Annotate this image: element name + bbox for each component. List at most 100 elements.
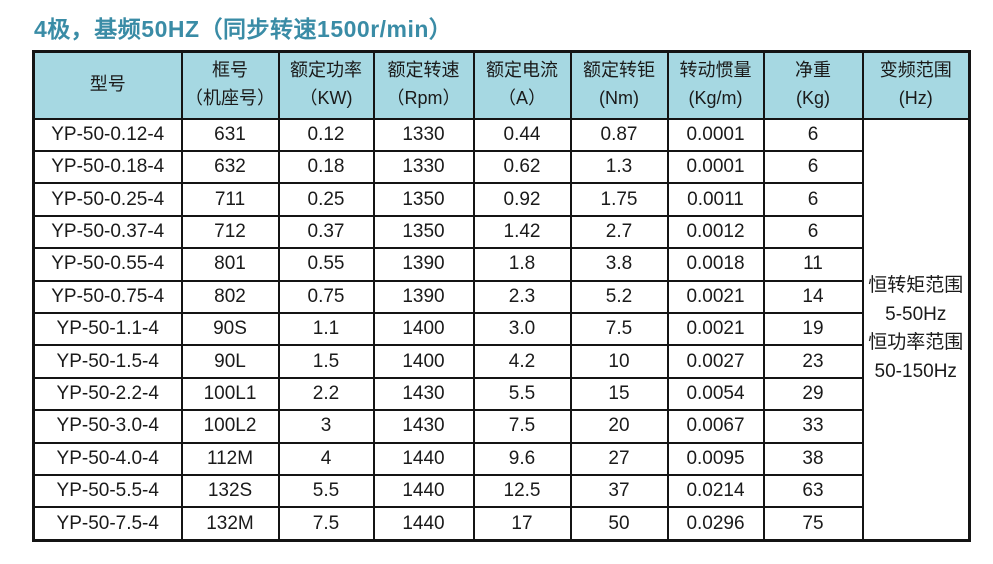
table-cell: 6 (762, 117, 864, 152)
frequency-range-line: 50-150Hz (874, 360, 957, 382)
table-cell: YP-50-1.1-4 (32, 311, 183, 347)
table-cell: 712 (180, 214, 280, 250)
table-cell: 132M (180, 506, 280, 542)
table-cell: 12.5 (472, 473, 572, 509)
table-cell: 100L1 (180, 376, 280, 412)
header-unit: (Kg) (795, 88, 830, 109)
header-label: 额定电流 (486, 60, 558, 81)
header-unit: (Nm) (599, 88, 639, 109)
table-cell: 3 (277, 409, 375, 444)
table-cell: 50 (569, 506, 669, 542)
table-cell: 75 (762, 506, 864, 542)
header-label: 额定功率 (290, 60, 362, 81)
header-label: 转动惯量 (679, 60, 752, 81)
table-cell: 1330 (372, 117, 475, 152)
table-row: YP-50-0.12-4 631 0.12 1330 0.44 0.87 0.0001 6 恒转… (32, 117, 971, 542)
table-cell: 1.3 (569, 149, 669, 185)
table-cell: YP-50-7.5-4 (32, 506, 183, 542)
header-unit: （机座号） (185, 88, 275, 109)
table-row: YP-50-2.2-4 100L1 2.2 1430 5.5 15 0.0054 29 (32, 376, 970, 412)
table-cell: 112M (180, 441, 280, 476)
table-cell: 100L2 (180, 409, 280, 444)
frequency-range-cell: 恒转矩范围 5-50Hz 恒功率范围 50-150Hz (861, 117, 971, 542)
table-cell: 2.7 (569, 214, 669, 250)
column-header-rated-current: 额定电流 （A） (472, 50, 572, 120)
table-row: YP-50-4.0-4 112M 4 1440 9.6 27 0.0095 38 (32, 441, 970, 476)
table-cell: 0.25 (277, 182, 375, 217)
column-header-frame: 框号 （机座号） (180, 50, 280, 120)
table-cell: YP-50-0.55-4 (32, 247, 183, 282)
table-row: YP-50-0.25-4 711 0.25 1350 0.92 1.75 0.0011 6 (32, 182, 970, 217)
header-label: 额定转速 (387, 60, 460, 81)
table-cell: 37 (569, 473, 669, 509)
table-cell: 0.0021 (666, 311, 765, 347)
header-unit: （KW) (299, 88, 353, 109)
header-unit: (Kg/m) (688, 88, 743, 109)
table-cell: 33 (762, 409, 864, 444)
table-cell: 1.75 (569, 182, 669, 217)
table-cell: YP-50-0.18-4 (32, 149, 183, 185)
table-row: YP-50-0.37-4 712 0.37 1350 1.42 2.7 0.0012 6 (32, 214, 970, 250)
table-cell: 1400 (372, 344, 475, 379)
table-cell: YP-50-5.5-4 (32, 473, 183, 509)
table-cell: YP-50-0.12-4 (32, 117, 183, 152)
table-cell: 0.18 (277, 149, 375, 185)
table-cell: 23 (762, 344, 864, 379)
table-cell: 0.0012 (666, 214, 765, 250)
table-row: YP-50-1.1-4 90S 1.1 1400 3.0 7.5 0.0021 19 (32, 311, 970, 347)
table-cell: 6 (762, 214, 864, 250)
table-cell: 0.0095 (666, 441, 765, 476)
table-cell: 0.0214 (666, 473, 765, 509)
column-header-rated-power: 额定功率 （KW) (277, 50, 375, 120)
table-cell: 0.0001 (666, 149, 765, 185)
table-cell: 1.1 (277, 311, 375, 347)
table-row: YP-50-0.18-4 632 0.18 1330 0.62 1.3 0.0001 6 (32, 149, 970, 185)
table-cell: 0.0011 (666, 182, 765, 217)
motor-spec-table: 型号 框号 （机座号） 额定功率 （KW) 额定转速 （Rpm） 额定电流 （A… (32, 50, 971, 542)
table-cell: 132S (180, 473, 280, 509)
table-cell: 801 (180, 247, 280, 282)
frequency-range-line: 5-50Hz (885, 303, 947, 325)
table-cell: YP-50-3.0-4 (32, 409, 183, 444)
table-cell: 0.0018 (666, 247, 765, 282)
table-row: YP-50-5.5-4 132S 5.5 1440 12.5 37 0.0214 63 (32, 473, 970, 509)
table-cell: 0.55 (277, 247, 375, 282)
table-cell: 29 (762, 376, 864, 412)
table-cell: 1350 (372, 214, 475, 250)
header-label: 净重 (795, 60, 831, 81)
table-cell: 1430 (372, 376, 475, 412)
table-cell: 0.12 (277, 117, 375, 152)
table-row: YP-50-1.5-4 90L 1.5 1400 4.2 10 0.0027 23 (32, 344, 970, 379)
table-cell: 5.5 (277, 473, 375, 509)
table-cell: 6 (762, 182, 864, 217)
table-cell: 0.0027 (666, 344, 765, 379)
table-cell: 17 (472, 506, 572, 542)
table-cell: 2.3 (472, 279, 572, 314)
header-unit: （A） (497, 88, 546, 109)
table-cell: 1400 (372, 311, 475, 347)
table-cell: 0.0296 (666, 506, 765, 542)
table-row: YP-50-0.55-4 801 0.55 1390 1.8 3.8 0.0018 11 (32, 247, 970, 282)
header-label: 框号 (212, 60, 248, 81)
table-header-row: 型号 框号 （机座号） 额定功率 （KW) 额定转速 （Rpm） 额定电流 （A… (32, 50, 971, 120)
table-cell: 20 (569, 409, 669, 444)
table-cell: 1390 (372, 279, 475, 314)
table-cell: 1350 (372, 182, 475, 217)
table-cell: 3.0 (472, 311, 572, 347)
table-row: YP-50-7.5-4 132M 7.5 1440 17 50 0.0296 75 (32, 506, 970, 542)
table-cell: 1440 (372, 506, 475, 542)
table-cell: 5.2 (569, 279, 669, 314)
table-cell: 0.37 (277, 214, 375, 250)
table-cell: 0.44 (472, 117, 572, 152)
column-header-rated-speed: 额定转速 （Rpm） (372, 50, 475, 120)
table-cell: 1330 (372, 149, 475, 185)
table-cell: 4.2 (472, 344, 572, 379)
table-body: YP-50-0.12-4 631 0.12 1330 0.44 0.87 0.0001 6 恒转… (32, 117, 971, 542)
table-cell: 802 (180, 279, 280, 314)
table-cell: 2.2 (277, 376, 375, 412)
table-cell: YP-50-0.25-4 (32, 182, 183, 217)
table-row: YP-50-3.0-4 100L2 3 1430 7.5 20 0.0067 33 (32, 409, 970, 444)
table-cell: 19 (762, 311, 864, 347)
table-cell: 14 (762, 279, 864, 314)
frequency-range-line: 恒转矩范围 (868, 275, 964, 297)
